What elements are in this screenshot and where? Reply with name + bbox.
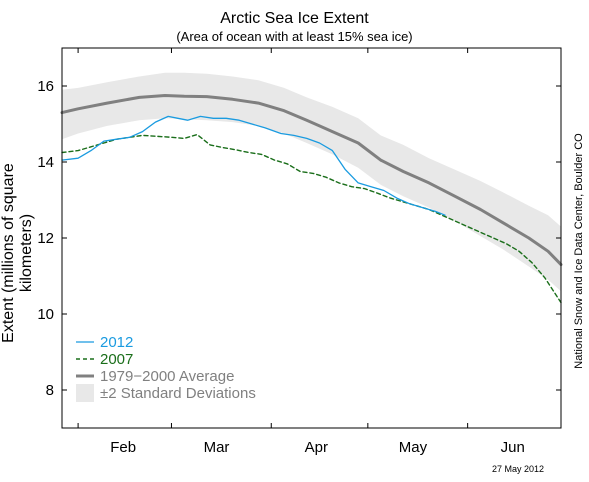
series-line-2007 xyxy=(61,133,562,304)
std-dev-band xyxy=(62,72,561,292)
x-tick-label: May xyxy=(399,439,428,456)
legend-label-band: ±2 Standard Deviations xyxy=(100,385,256,402)
series-line-2012 xyxy=(61,115,446,216)
legend-label-2007: 2007 xyxy=(100,351,133,368)
y-tick-label: 12 xyxy=(37,230,54,247)
chart-title: Arctic Sea Ice Extent xyxy=(220,10,369,27)
legend-swatch-band xyxy=(76,384,94,402)
series-line-average xyxy=(60,94,563,267)
x-tick-label: Jun xyxy=(501,439,525,456)
legend-label-2012: 2012 xyxy=(100,334,133,351)
x-tick-label: Apr xyxy=(305,439,328,456)
y-tick-label: 16 xyxy=(37,78,54,95)
x-tick-label: Feb xyxy=(110,439,136,456)
chart-subtitle: (Area of ocean with at least 15% sea ice… xyxy=(176,29,413,44)
date-stamp: 27 May 2012 xyxy=(492,464,545,474)
legend-label-average: 1979−2000 Average xyxy=(100,368,234,385)
y-tick-label: 14 xyxy=(37,154,54,171)
y-tick-label: 8 xyxy=(46,382,54,399)
y-tick-label: 10 xyxy=(37,306,54,323)
x-tick-label: Mar xyxy=(204,439,230,456)
